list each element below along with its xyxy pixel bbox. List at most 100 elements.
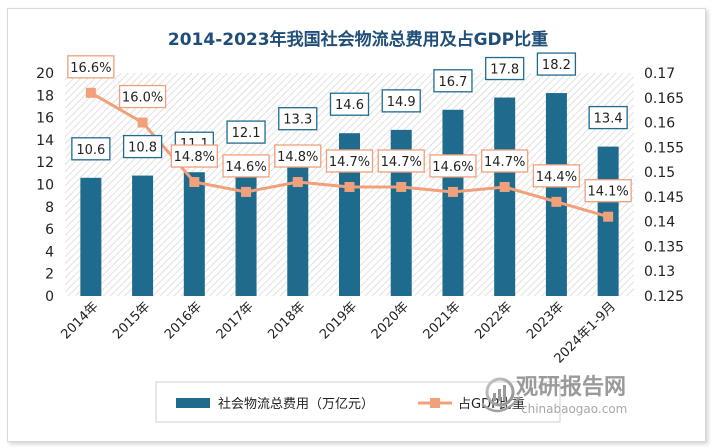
bar-label-box [485, 56, 525, 81]
line-label-box [118, 84, 167, 109]
bar-label-box [226, 120, 266, 144]
line-label-box [532, 164, 581, 188]
bar-data-label: 12.1 [232, 126, 261, 141]
line-marker [241, 186, 252, 197]
right-y-tick-label: 0.125 [644, 289, 684, 305]
line-marker [447, 186, 458, 197]
right-y-axis: 0.125 0.13 0.135 0.14 0.145 0.15 0.155 0.16 0.16… [644, 66, 684, 305]
left-y-tick-label: 6 [45, 222, 54, 238]
left-y-tick-label: 2 [45, 267, 54, 283]
x-tick-label: 2023年 [524, 299, 567, 342]
x-tick-label: 2022年 [472, 299, 515, 342]
right-y-tick-label: 0.15 [644, 165, 675, 181]
bar-data-label: 14.9 [387, 95, 416, 110]
bar-data-label: 17.8 [490, 63, 519, 78]
bar-label-box [381, 89, 421, 113]
bar [339, 133, 360, 296]
line-marker [189, 177, 200, 188]
x-tick-label: 2018年 [265, 299, 308, 342]
bar-label-box [433, 69, 473, 93]
legend: 社会物流总费用（万亿元） 占GDP比重 [155, 381, 561, 423]
right-y-tick-label: 0.165 [644, 91, 684, 107]
legend-bar-label: 社会物流总费用（万亿元） [218, 396, 374, 412]
legend-line-marker [430, 398, 440, 408]
x-tick-label: 2014年 [58, 299, 101, 342]
line-data-label: 14.6% [225, 160, 266, 175]
bar-data-labels: 10.610.811.112.113.314.614.916.717.818.2… [71, 52, 628, 161]
line-data-label: 16.0% [122, 91, 163, 106]
line-marker [85, 87, 96, 98]
line-data-label: 14.7% [329, 155, 370, 170]
left-y-tick-label: 0 [45, 289, 54, 305]
x-tick-label: 2019年 [317, 299, 360, 342]
x-axis-labels: 2014年 2015年 2016年 2017年 2018年 2019年 2020年 2021年… [58, 299, 618, 366]
line-marker [551, 196, 562, 207]
bar [132, 175, 154, 296]
bar-label-box [588, 105, 628, 130]
bar-label-box [71, 137, 111, 161]
line-label-box [274, 144, 322, 168]
bar [287, 147, 309, 296]
right-y-tick-label: 0.14 [644, 215, 675, 231]
line-marker [137, 117, 148, 128]
bar-data-label: 18.2 [542, 58, 571, 73]
bar-data-label: 10.6 [76, 143, 105, 158]
x-tick-label: 2015年 [110, 299, 153, 342]
line-data-labels: 16.6% 16.0% 14.8% 14.6% 14.8% 14.7% 14.7% 14.6%… [67, 55, 632, 203]
bar [80, 177, 102, 296]
right-y-tick-label: 0.135 [644, 239, 684, 255]
bar-data-label: 14.6 [335, 98, 364, 113]
line-label-box [481, 149, 529, 173]
line-label-box [222, 154, 270, 178]
watermark: 观研报告网 chinabaogao.com [481, 375, 627, 416]
bar-label-box [536, 52, 577, 76]
watermark-title: 观研报告网 [516, 375, 626, 400]
right-y-tick-label: 0.16 [644, 116, 675, 132]
bar [442, 109, 464, 296]
line-data-label: 14.6% [432, 160, 473, 175]
line-data-label: 16.6% [70, 61, 111, 76]
line-label-box [429, 154, 477, 178]
legend-bar-swatch [176, 398, 210, 408]
watermark-subtitle: chinabaogao.com [521, 402, 627, 416]
left-y-tick-label: 18 [36, 88, 54, 104]
line-label-box [170, 144, 218, 168]
line-label-box [325, 149, 374, 173]
right-y-tick-label: 0.145 [644, 190, 684, 206]
right-y-tick-label: 0.13 [644, 264, 675, 280]
bar-label-box [329, 92, 370, 116]
line-marker [499, 181, 510, 192]
line-marker [396, 181, 407, 192]
line-marker [603, 211, 614, 222]
line-data-label: 14.7% [484, 155, 525, 170]
left-y-tick-label: 10 [36, 178, 54, 194]
x-tick-label: 2020年 [369, 299, 412, 342]
left-y-tick-label: 8 [45, 200, 54, 216]
x-tick-label: 2016年 [162, 299, 205, 342]
line-marker [292, 177, 303, 188]
bar [494, 97, 516, 296]
right-y-tick-label: 0.17 [644, 66, 675, 82]
line-data-label: 14.8% [174, 150, 215, 165]
bar [183, 172, 205, 296]
line-label-box [67, 55, 115, 79]
line-data-label: 14.8% [277, 150, 318, 165]
left-y-tick-label: 20 [36, 66, 54, 82]
line-data-label: 14.7% [381, 155, 422, 170]
bar-label-box [122, 134, 163, 159]
bar-data-label: 13.3 [283, 113, 312, 128]
left-y-tick-label: 12 [36, 155, 54, 171]
bar-data-label: 13.4 [594, 112, 623, 127]
left-y-tick-label: 16 [36, 111, 54, 127]
chart-svg: 2014-2023年我国社会物流总费用及占GDP比重 0 2 4 6 8 10 12 14 16… [36, 29, 684, 423]
bar-data-label: 16.7 [438, 75, 467, 90]
x-tick-label: 2017年 [214, 299, 257, 342]
bar-data-label: 10.8 [128, 141, 157, 156]
watermark-logo-icon [481, 377, 521, 413]
left-y-axis: 0 2 4 6 8 10 12 14 16 18 20 [36, 66, 54, 305]
line-marker [344, 181, 355, 192]
left-y-tick-label: 14 [36, 133, 54, 149]
chart-frame: 2014-2023年我国社会物流总费用及占GDP比重 0 2 4 6 8 10 12 14 16… [7, 8, 706, 442]
left-y-tick-label: 4 [45, 244, 54, 260]
x-tick-label: 2021年 [421, 299, 464, 342]
